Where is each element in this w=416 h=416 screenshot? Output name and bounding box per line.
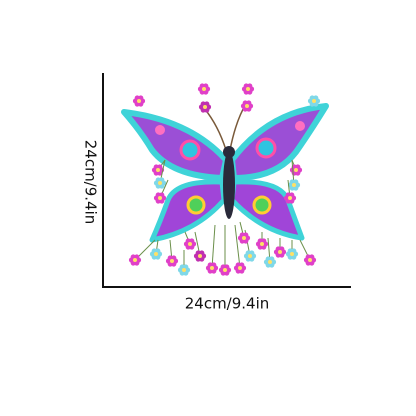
flower-center	[245, 104, 249, 108]
flower-center	[290, 252, 294, 256]
flower-center	[154, 252, 158, 256]
flower-center	[248, 254, 252, 258]
lower-left-wing	[149, 179, 227, 243]
flower-center	[133, 258, 137, 262]
wing-dot	[155, 125, 165, 135]
flower-center	[223, 268, 227, 272]
flower-center	[170, 259, 174, 263]
height-label: 24cm/9.4in	[82, 140, 100, 225]
flower-center	[158, 196, 162, 200]
flower-stem	[211, 224, 216, 269]
wing-eye	[179, 139, 201, 161]
flower-center	[203, 105, 207, 109]
flower-center	[188, 242, 192, 246]
flower-center	[268, 260, 272, 264]
flower-center	[260, 242, 264, 246]
width-label: 24cm/9.4in	[185, 295, 270, 313]
flower-center	[308, 258, 312, 262]
flower-stem	[234, 224, 241, 269]
flower-center	[202, 87, 206, 91]
flower-center	[158, 181, 162, 185]
flower-center	[182, 268, 186, 272]
flower-center	[242, 236, 246, 240]
flower-center	[278, 250, 282, 254]
flower-center	[238, 266, 242, 270]
flower-center	[246, 87, 250, 91]
butterfly	[121, 103, 329, 243]
flower-center	[210, 266, 214, 270]
head	[223, 146, 235, 158]
wing-eye	[186, 195, 206, 215]
wing-dot	[295, 121, 305, 131]
flower-center	[312, 99, 316, 103]
flowers	[128, 83, 321, 276]
flower-center	[137, 99, 141, 103]
flower-center	[294, 168, 298, 172]
wing-eye	[252, 195, 272, 215]
wing-eye	[255, 137, 277, 159]
flower-center	[198, 254, 202, 258]
body	[223, 151, 235, 219]
upper-left-wing	[121, 109, 229, 181]
flower-center	[288, 196, 292, 200]
flower-center	[292, 183, 296, 187]
flower-center	[156, 168, 160, 172]
